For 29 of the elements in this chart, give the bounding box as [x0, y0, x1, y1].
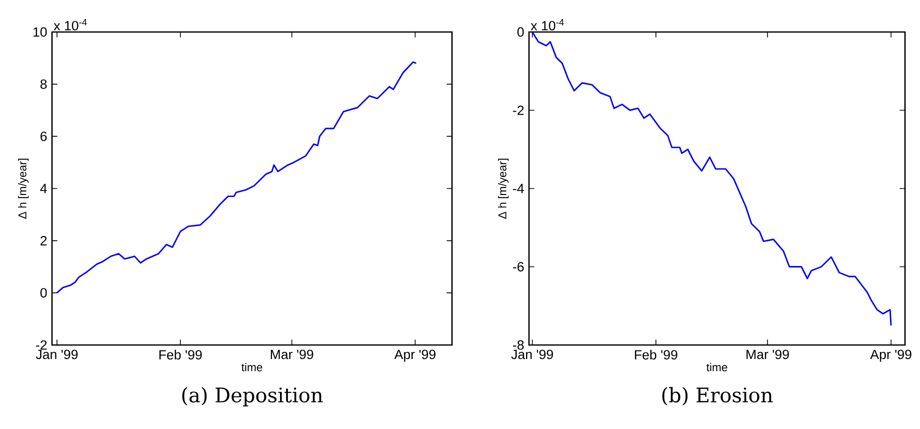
x-axis-title: time — [706, 362, 728, 372]
y-tick-label: 6 — [40, 132, 47, 142]
x-tick-label: Apr '99 — [870, 350, 912, 362]
y-tick-label: 0 — [40, 288, 47, 298]
x-tick-label: Jan '99 — [511, 350, 553, 360]
text: (b) Erosion — [662, 387, 773, 406]
x-tick-label: Feb '99 — [159, 350, 202, 360]
x-axis-title: time — [241, 362, 262, 372]
text: (a) Deposition — [182, 387, 323, 406]
y-tick-label: 4 — [40, 184, 47, 194]
x-tick-label: Apr '99 — [394, 350, 436, 362]
y-tick-label: -8 — [513, 340, 524, 350]
y-tick-label: 8 — [40, 79, 47, 89]
text: x 10$^{-4}$ — [530, 19, 564, 30]
y-tick-label: 0 — [517, 27, 524, 37]
y-tick-label: -4 — [513, 184, 524, 194]
y-tick-label: -2 — [36, 340, 47, 350]
y-tick-label: 2 — [40, 236, 47, 246]
line-series — [56, 61, 417, 294]
y-axis-title: Δ h [m/year] — [18, 158, 29, 219]
y-axis-title: Δ h [m/year] — [498, 158, 509, 219]
text: x 10$^{-4}$ — [54, 19, 87, 30]
x-tick-label: Mar '99 — [270, 350, 314, 360]
x-tick-label: Jan '99 — [36, 350, 78, 360]
y-tick-label: -6 — [513, 262, 524, 272]
x-tick-label: Mar '99 — [746, 350, 789, 360]
y-tick-label: 10 — [33, 27, 47, 37]
x-tick-label: Feb '99 — [634, 350, 678, 360]
y-tick-label: -2 — [513, 106, 524, 115]
